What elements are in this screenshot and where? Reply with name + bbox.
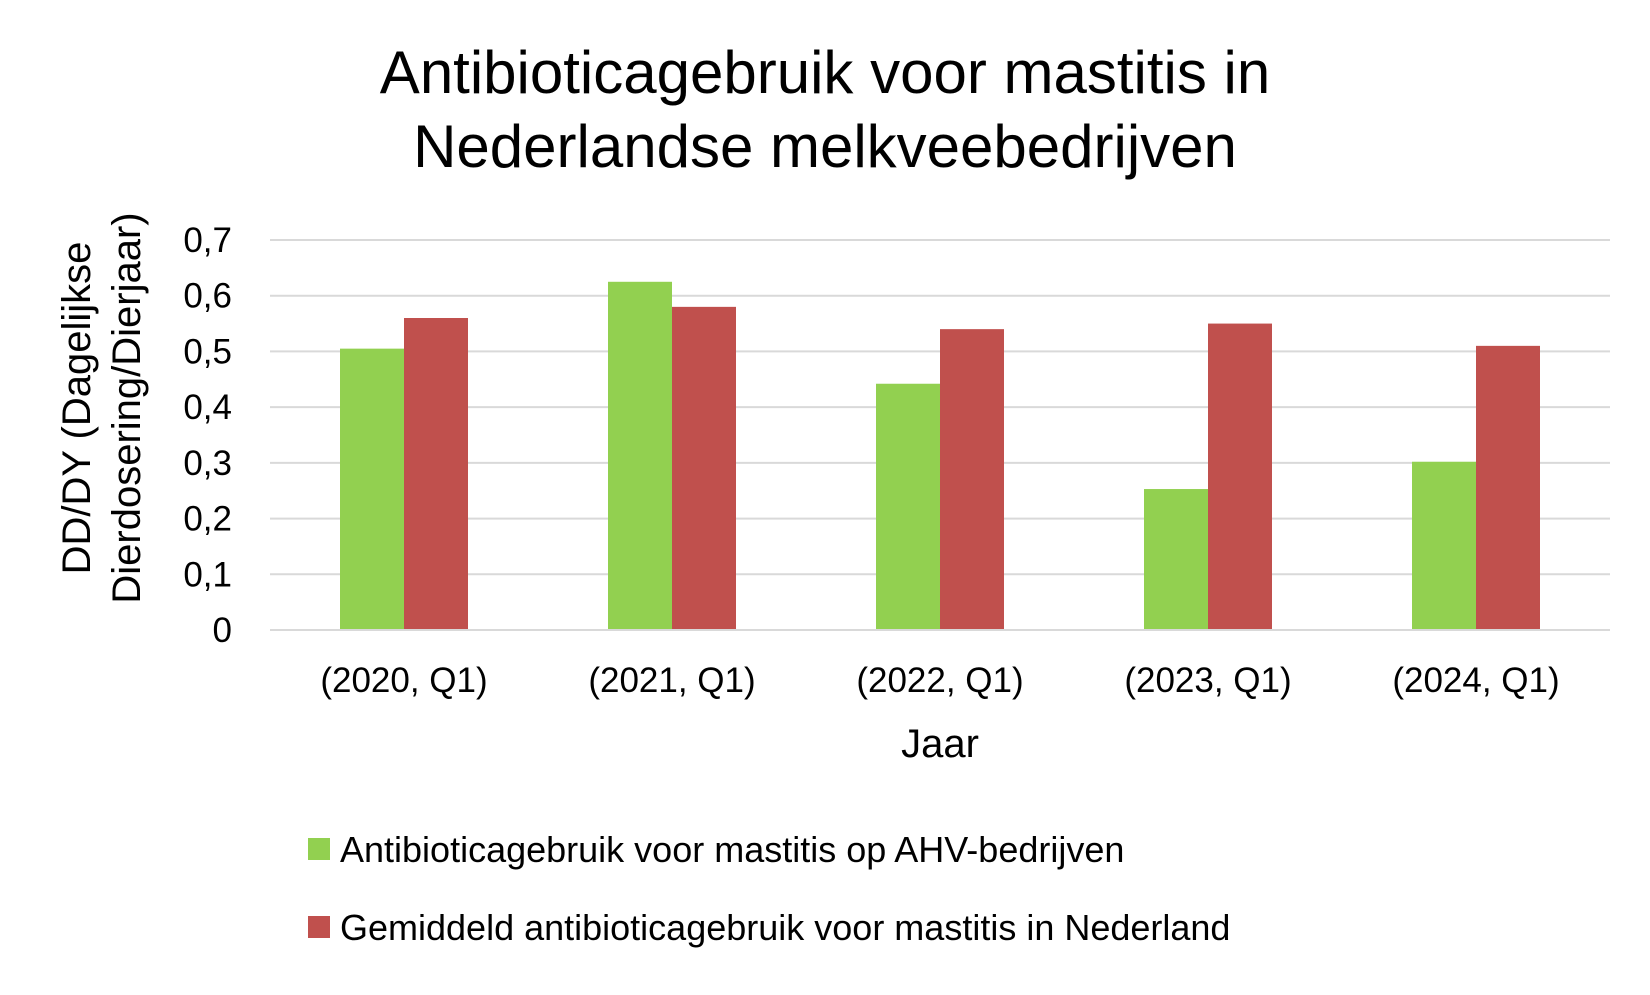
x-tick-label: (2021, Q1) (588, 661, 755, 700)
y-tick-label: 0 (213, 611, 232, 650)
bar-series-1-2 (608, 281, 672, 630)
legend-swatch-1 (308, 838, 330, 860)
y-tick-label: 0,1 (183, 555, 232, 594)
chart-title-line-2: Nederlandse melkveebedrijven (413, 113, 1237, 180)
y-tick-label: 0,5 (183, 332, 232, 371)
bar-series-1-5 (1412, 461, 1476, 630)
y-tick-label: 0,2 (183, 500, 232, 539)
x-tick-label: (2022, Q1) (856, 661, 1023, 700)
y-axis-title-line-1: DD/DY (Dagelijkse (55, 242, 99, 575)
y-tick-labels: 0 0,1 0,2 0,3 0,4 0,5 0,6 0,7 (183, 221, 232, 650)
x-tick-labels: (2020, Q1) (2021, Q1) (2022, Q1) (2023, Q1)… (320, 661, 1559, 700)
chart-title: Antibioticagebruik voor mastitis in Nede… (380, 39, 1270, 180)
y-tick-label: 0,6 (183, 277, 232, 316)
x-axis-title: Jaar (901, 722, 979, 766)
x-tick-label: (2024, Q1) (1392, 661, 1559, 700)
bar-series-2-2 (672, 306, 736, 630)
bar-series-2-3 (940, 329, 1004, 630)
bar-series-1-4 (1144, 489, 1208, 630)
x-tick-label: (2023, Q1) (1124, 661, 1291, 700)
bars (340, 281, 1540, 630)
bar-series-1-3 (876, 383, 940, 630)
y-axis-title-line-2: Dierdosering/Dierjaar) (105, 212, 149, 603)
y-tick-label: 0,7 (183, 221, 232, 260)
legend-label-1: Antibioticagebruik voor mastitis op AHV-… (340, 829, 1124, 870)
legend-label-2: Gemiddeld antibioticagebruik voor mastit… (340, 907, 1230, 948)
y-tick-label: 0,4 (183, 388, 232, 427)
x-tick-label: (2020, Q1) (320, 661, 487, 700)
y-axis-title: DD/DY (Dagelijkse Dierdosering/Dierjaar) (55, 212, 149, 603)
y-tick-label: 0,3 (183, 444, 232, 483)
bar-series-2-4 (1208, 323, 1272, 630)
legend: Antibioticagebruik voor mastitis op AHV-… (308, 829, 1230, 948)
bar-series-2-5 (1476, 345, 1540, 630)
bar-series-1-1 (340, 348, 404, 630)
bar-series-2-1 (404, 318, 468, 630)
chart-title-line-1: Antibioticagebruik voor mastitis in (380, 39, 1270, 106)
legend-swatch-2 (308, 916, 330, 938)
